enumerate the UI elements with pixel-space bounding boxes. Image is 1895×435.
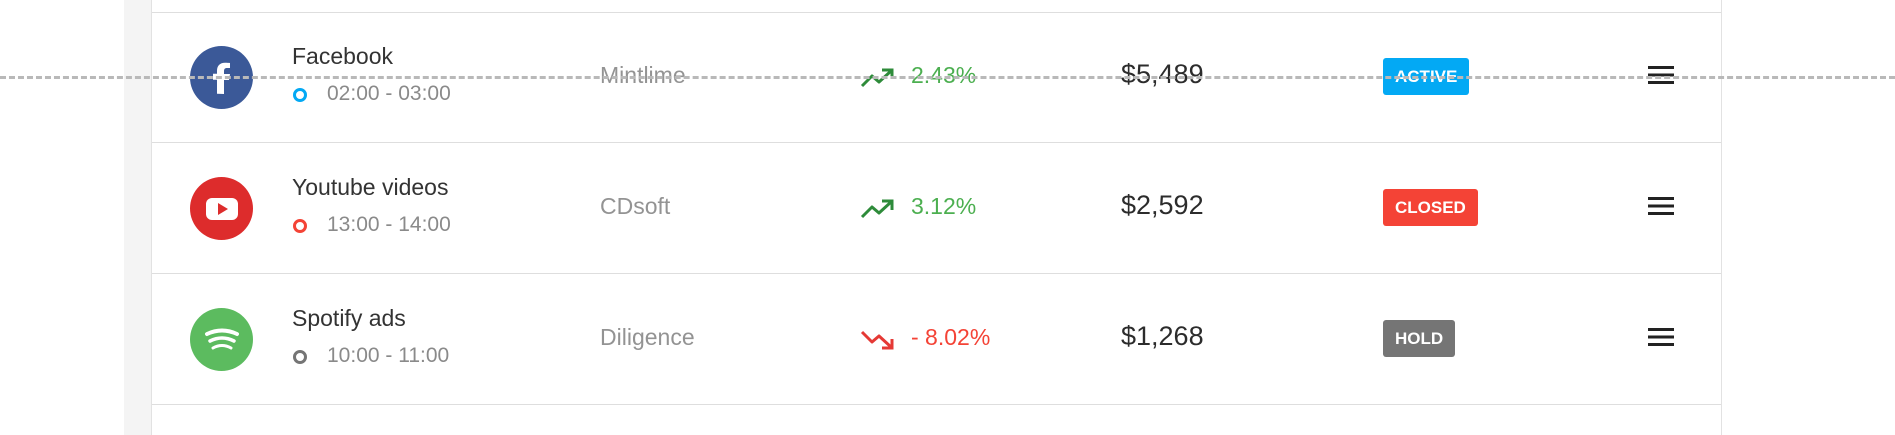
campaign-table: Facebook 02:00 - 03:00 Mintlime 2.43% $5… xyxy=(151,0,1722,435)
youtube-icon xyxy=(190,177,253,240)
amount-value: $5,489 xyxy=(1121,59,1204,89)
status-dot-icon xyxy=(293,350,307,364)
change-percent: - 8.02% xyxy=(911,324,991,350)
status-dot-icon xyxy=(293,88,307,102)
campaign-time: 10:00 - 11:00 xyxy=(327,344,450,367)
table-row[interactable]: Facebook 02:00 - 03:00 Mintlime 2.43% $5… xyxy=(152,12,1721,142)
company-name: CDsoft xyxy=(600,193,671,219)
row-divider xyxy=(152,273,1721,274)
status-badge: HOLD xyxy=(1383,320,1456,357)
spotify-icon xyxy=(190,308,253,371)
table-row[interactable]: Youtube videos 13:00 - 14:00 CDsoft 3.12… xyxy=(152,143,1721,273)
campaign-title: Facebook xyxy=(292,43,394,69)
menu-icon[interactable] xyxy=(1648,195,1674,217)
row-divider xyxy=(152,142,1721,143)
table-row[interactable]: Spotify ads 10:00 - 11:00 Diligence - 8.… xyxy=(152,274,1721,404)
campaign-title: Youtube videos xyxy=(292,174,449,200)
menu-icon[interactable] xyxy=(1648,64,1674,86)
company-name: Mintlime xyxy=(600,62,686,88)
amount-value: $1,268 xyxy=(1121,321,1204,351)
campaign-time: 13:00 - 14:00 xyxy=(327,213,451,236)
amount-value: $2,592 xyxy=(1121,190,1204,220)
drag-guide-line xyxy=(0,76,1895,79)
trending-down-icon xyxy=(860,330,894,350)
change-percent: 3.12% xyxy=(911,193,977,219)
campaign-title: Spotify ads xyxy=(292,305,406,331)
menu-icon[interactable] xyxy=(1648,326,1674,348)
campaign-time: 02:00 - 03:00 xyxy=(327,82,451,105)
status-badge: CLOSED xyxy=(1383,189,1478,226)
trending-up-icon xyxy=(860,199,894,219)
row-divider xyxy=(152,404,1721,405)
company-name: Diligence xyxy=(600,324,695,350)
row-divider xyxy=(152,12,1721,13)
status-dot-icon xyxy=(293,219,307,233)
change-percent: 2.43% xyxy=(911,62,977,88)
